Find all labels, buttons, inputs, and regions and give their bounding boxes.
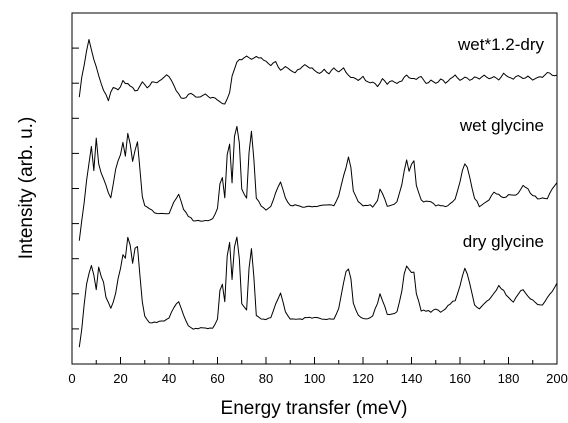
x-tick-layer [71, 357, 558, 364]
y-tick-layer [72, 12, 79, 365]
x-tick-label-200: 200 [546, 371, 568, 386]
series-layer [78, 39, 558, 348]
series-label-wet-1-2-dry: wet*1.2-dry [457, 35, 544, 54]
x-tick-label-60: 60 [210, 371, 224, 386]
x-label-layer: 0 20 40 60 80 100 120 140 160 180 200 [68, 371, 567, 386]
x-tick-label-140: 140 [401, 371, 423, 386]
plot-frame [71, 12, 558, 365]
x-tick-label-100: 100 [304, 371, 326, 386]
x-tick-label-20: 20 [113, 371, 127, 386]
series-line-wet-glycine [78, 125, 558, 241]
x-tick-label-40: 40 [162, 371, 176, 386]
series-line-wet-1-2-dry [78, 39, 558, 105]
series-label-dry-glycine: dry glycine [463, 232, 544, 251]
series-line-dry-glycine [78, 236, 558, 348]
x-tick-label-120: 120 [352, 371, 374, 386]
y-axis-title: Intensity (arb. u.) [16, 117, 37, 260]
x-tick-label-160: 160 [449, 371, 471, 386]
x-tick-label-80: 80 [259, 371, 273, 386]
series-label-wet-glycine: wet glycine [459, 116, 544, 135]
x-tick-label-180: 180 [498, 371, 520, 386]
x-axis-title: Energy transfer (meV) [221, 398, 408, 419]
x-tick-label-0: 0 [68, 371, 75, 386]
